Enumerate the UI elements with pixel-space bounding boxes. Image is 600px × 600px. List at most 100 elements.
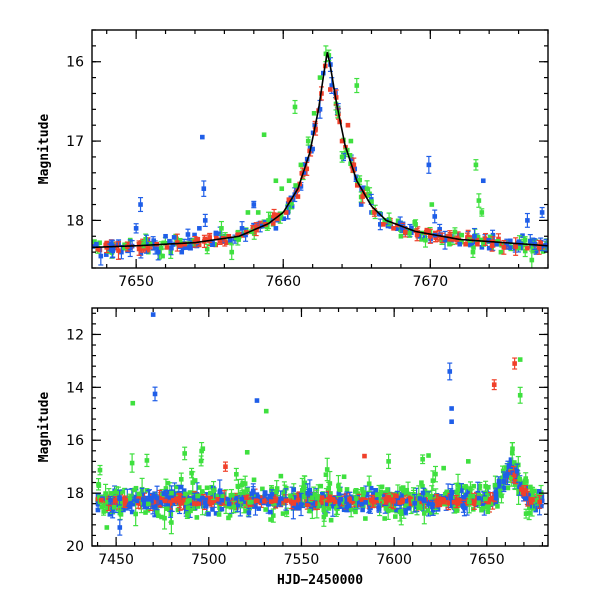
data-point bbox=[226, 504, 232, 509]
data-point bbox=[163, 240, 168, 246]
data-point bbox=[139, 491, 145, 496]
data-point bbox=[151, 493, 157, 499]
data-point bbox=[393, 507, 398, 513]
data-point bbox=[496, 236, 501, 242]
data-point bbox=[172, 492, 177, 498]
data-point bbox=[420, 490, 426, 496]
data-point bbox=[103, 242, 109, 248]
data-point bbox=[286, 197, 292, 202]
data-point bbox=[360, 194, 365, 199]
data-point bbox=[530, 497, 535, 502]
data-point bbox=[365, 500, 371, 505]
data-point bbox=[470, 249, 476, 255]
data-point bbox=[185, 498, 191, 504]
data-point bbox=[319, 491, 325, 497]
data-point bbox=[424, 492, 429, 497]
data-point bbox=[210, 241, 215, 247]
data-point bbox=[182, 451, 187, 456]
x-tick-label: 7650 bbox=[469, 552, 505, 568]
data-point bbox=[485, 509, 491, 515]
data-point bbox=[327, 481, 333, 486]
data-point bbox=[142, 504, 148, 510]
data-point bbox=[198, 493, 203, 498]
data-point bbox=[440, 497, 446, 502]
data-point bbox=[323, 472, 329, 477]
data-point bbox=[143, 236, 148, 242]
data-point bbox=[420, 484, 425, 489]
data-point bbox=[256, 221, 261, 227]
data-point bbox=[136, 246, 142, 252]
data-point bbox=[378, 222, 383, 227]
data-point bbox=[437, 226, 442, 232]
data-point bbox=[426, 162, 432, 168]
data-point bbox=[501, 479, 507, 485]
data-point bbox=[164, 506, 170, 512]
data-point bbox=[389, 495, 395, 500]
data-point bbox=[310, 146, 315, 152]
data-point bbox=[503, 465, 508, 470]
data-point bbox=[428, 233, 433, 239]
data-point bbox=[417, 496, 423, 501]
data-point bbox=[486, 237, 492, 243]
data-point bbox=[162, 498, 168, 504]
data-point bbox=[459, 488, 464, 493]
data-point bbox=[458, 485, 463, 490]
data-point bbox=[526, 510, 532, 516]
data-point bbox=[105, 505, 111, 511]
data-point bbox=[459, 232, 464, 238]
data-point bbox=[429, 202, 435, 207]
data-point bbox=[328, 517, 334, 523]
data-point bbox=[370, 491, 376, 496]
data-point bbox=[348, 507, 354, 512]
data-point bbox=[432, 214, 438, 219]
data-point bbox=[259, 498, 265, 503]
data-point bbox=[475, 234, 481, 240]
data-point bbox=[341, 474, 347, 480]
data-point bbox=[388, 224, 394, 229]
data-point bbox=[329, 499, 335, 505]
data-point bbox=[152, 504, 158, 510]
data-point bbox=[311, 111, 317, 116]
data-point bbox=[199, 489, 205, 494]
data-point bbox=[353, 509, 358, 515]
data-point bbox=[117, 525, 123, 530]
data-point bbox=[441, 499, 446, 505]
data-point bbox=[317, 75, 323, 80]
data-point bbox=[222, 239, 228, 244]
data-point bbox=[424, 227, 430, 233]
data-point bbox=[512, 361, 517, 366]
data-point bbox=[97, 240, 102, 246]
data-point bbox=[371, 499, 377, 505]
data-point bbox=[109, 491, 114, 496]
data-point bbox=[275, 212, 280, 218]
data-point bbox=[223, 499, 229, 504]
data-point bbox=[326, 506, 332, 511]
data-point bbox=[328, 491, 333, 496]
data-point bbox=[208, 490, 213, 496]
data-point bbox=[133, 511, 138, 517]
data-point bbox=[525, 218, 530, 223]
data-point bbox=[295, 505, 301, 511]
data-point bbox=[409, 225, 414, 231]
data-point bbox=[258, 495, 263, 501]
data-point bbox=[302, 170, 308, 176]
data-point bbox=[119, 249, 124, 255]
data-point bbox=[134, 498, 140, 504]
x-tick-label: 7670 bbox=[413, 274, 449, 290]
y-tick-label: 18 bbox=[66, 213, 84, 229]
data-point bbox=[183, 491, 188, 497]
data-point bbox=[270, 221, 276, 226]
data-point bbox=[535, 492, 541, 497]
data-point bbox=[147, 241, 153, 247]
data-point bbox=[461, 494, 467, 500]
data-point bbox=[400, 497, 405, 503]
data-point bbox=[378, 489, 383, 495]
data-point bbox=[386, 459, 391, 464]
data-point bbox=[156, 513, 161, 519]
data-point bbox=[510, 466, 515, 471]
data-point bbox=[529, 257, 535, 263]
data-point bbox=[339, 154, 345, 160]
data-point bbox=[342, 505, 347, 510]
data-point bbox=[430, 478, 436, 483]
data-point bbox=[493, 495, 499, 500]
